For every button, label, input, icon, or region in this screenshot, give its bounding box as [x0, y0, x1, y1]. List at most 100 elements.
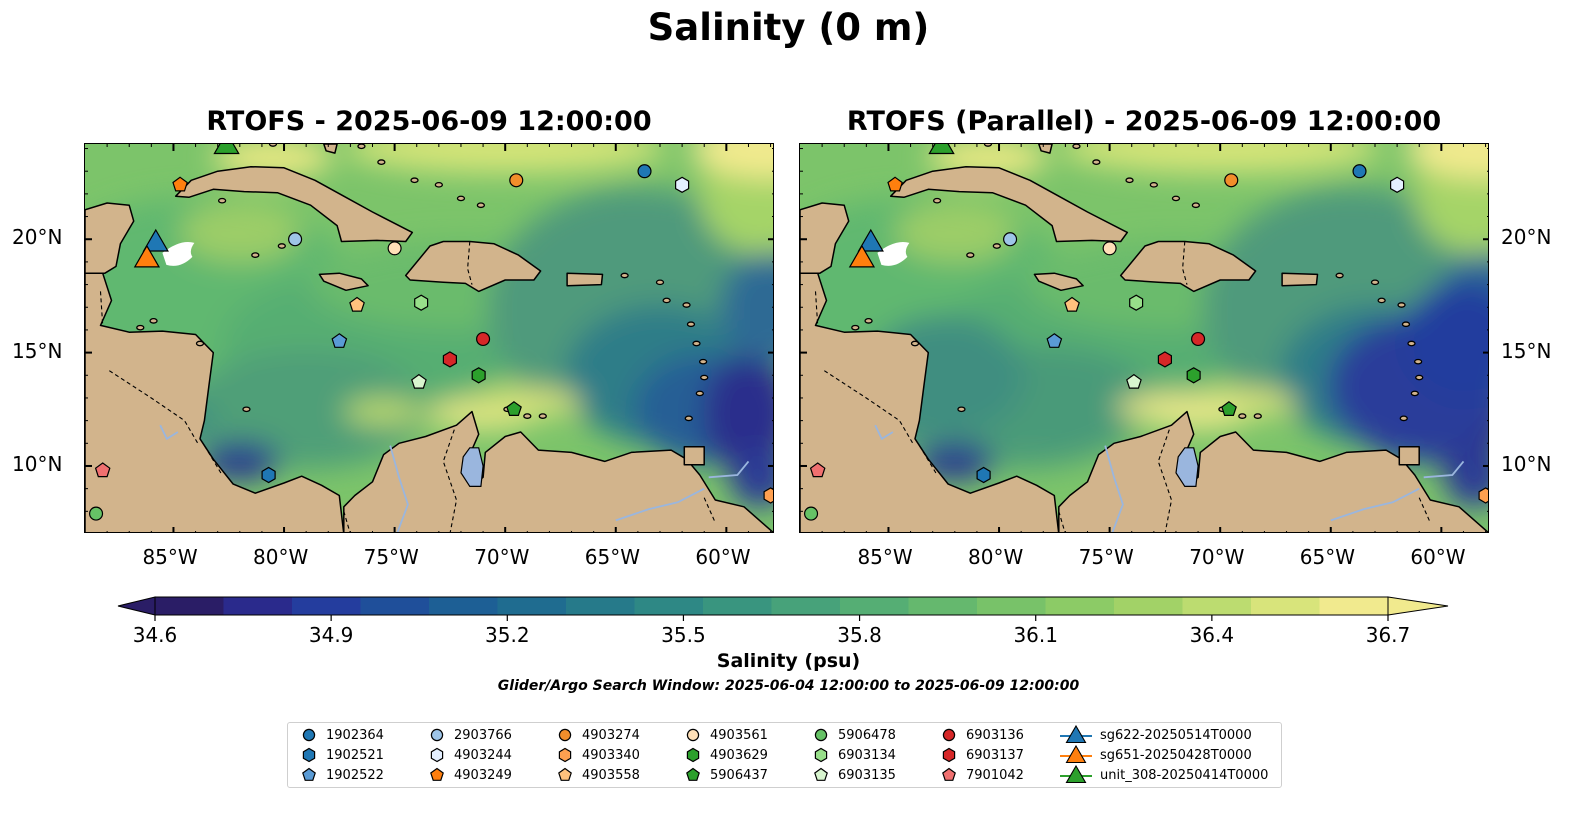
legend-marker[interactable] [558, 747, 572, 763]
argo-float-4903244[interactable] [1389, 176, 1405, 193]
colorbar-segment [223, 597, 293, 615]
argo-float-1902364[interactable] [637, 164, 652, 179]
legend-marker[interactable] [302, 767, 316, 781]
legend-label: 4903249 [454, 767, 512, 783]
argo-float-6903135[interactable] [1126, 373, 1142, 389]
legend-marker[interactable] [814, 747, 828, 763]
argo-float-4903561[interactable] [1102, 241, 1117, 256]
legend-marker[interactable] [302, 747, 316, 763]
legend-item: 1902364 [298, 725, 384, 745]
missing-data-patch [162, 241, 195, 266]
argo-float-4903558[interactable] [1064, 296, 1080, 312]
triangle-marker-icon [1060, 765, 1092, 784]
argo-float-4903244[interactable] [674, 176, 690, 193]
legend-marker[interactable] [686, 767, 700, 781]
legend-marker[interactable] [302, 728, 316, 742]
map-panel-rtofs-parallel[interactable] [799, 143, 1489, 533]
argo-float-1902522[interactable] [331, 333, 348, 348]
colorbar-segment [155, 597, 225, 615]
pentagon-marker-icon [686, 767, 700, 781]
argo-float-6903136[interactable] [476, 331, 491, 347]
argo-float-6903135[interactable] [411, 373, 427, 389]
glider-sg651-20250428T0000[interactable] [848, 244, 876, 268]
argo-float-4903561[interactable] [387, 241, 402, 256]
argo-float-6903134[interactable] [1129, 294, 1144, 311]
argo-float-6903137[interactable] [1157, 351, 1172, 368]
argo-float-2903766[interactable] [288, 232, 303, 247]
argo-float-4903274[interactable] [509, 173, 524, 188]
argo-float-4903558[interactable] [349, 296, 365, 312]
land-cuba [889, 165, 1129, 243]
argo-float-1902364[interactable] [1352, 164, 1367, 179]
circle-marker-icon [558, 728, 572, 742]
colorbar-segment [292, 597, 362, 615]
argo-float-6903136[interactable] [1191, 331, 1206, 347]
argo-float-4903629[interactable] [1186, 367, 1201, 384]
map-panel-rtofs[interactable] [84, 143, 774, 533]
legend-marker[interactable] [942, 728, 956, 742]
legend-marker[interactable] [430, 767, 444, 781]
colorbar-segment [634, 597, 704, 615]
legend-marker[interactable] [430, 728, 444, 742]
lon-tick-label: 70°W [474, 545, 530, 569]
argo-float-6903137[interactable] [442, 351, 457, 368]
argo-float-4903249[interactable] [887, 176, 903, 192]
argo-float-4903274[interactable] [1224, 173, 1239, 188]
small-island [1072, 144, 1081, 150]
lon-tick-label: 65°W [584, 545, 640, 569]
glider-sg651-20250428T0000[interactable] [133, 244, 161, 268]
lon-tick-label: 60°W [1410, 545, 1466, 569]
lon-tick-label: 65°W [1299, 545, 1355, 569]
glider-unit_308-20250414T0000[interactable] [213, 144, 240, 155]
small-island [251, 252, 260, 258]
argo-float-2903766[interactable] [1003, 232, 1018, 247]
legend-item: 6903136 [938, 725, 1024, 745]
argo-float-1902522[interactable] [1046, 333, 1063, 348]
pentagon-marker-icon [814, 767, 828, 781]
small-island [1238, 413, 1247, 419]
argo-float-4903340[interactable] [763, 487, 774, 504]
legend-marker[interactable] [942, 747, 956, 763]
circle-marker-icon [942, 728, 956, 742]
colorbar-extend-max [1387, 596, 1449, 616]
lat-tick-label: 10°N [12, 451, 63, 476]
argo-float-5906437[interactable] [506, 401, 522, 416]
small-island [957, 406, 966, 413]
small-island [1397, 302, 1406, 308]
circle-marker-icon [302, 728, 316, 742]
legend-item: sg651-20250428T0000 [1058, 745, 1252, 765]
legend-label: 6903136 [966, 727, 1024, 743]
argo-float-6903134[interactable] [414, 294, 429, 311]
argo-float-7901042[interactable] [809, 462, 826, 478]
argo-float-5906478[interactable] [89, 506, 104, 521]
argo-float-5906437[interactable] [1221, 401, 1237, 416]
lon-tick-label: 75°W [1078, 545, 1134, 569]
colorbar-tick-label: 36.7 [1365, 623, 1411, 647]
glider-sg622-20250514T0000[interactable] [857, 228, 884, 252]
argo-float-1902521[interactable] [261, 466, 276, 484]
argo-float-5906478[interactable] [804, 506, 819, 521]
legend-marker[interactable] [558, 767, 572, 781]
argo-float-4903340[interactable] [1478, 487, 1489, 504]
colorbar-segment [1114, 597, 1184, 615]
small-island [662, 297, 671, 304]
lake-maracaibo [1175, 447, 1199, 487]
colorbar-segment [1182, 597, 1252, 615]
argo-float-7901042[interactable] [94, 462, 111, 478]
legend-marker[interactable] [942, 767, 956, 781]
argo-float-4903249[interactable] [172, 176, 188, 192]
legend-label: 7901042 [966, 767, 1024, 783]
legend-marker[interactable] [686, 747, 700, 763]
glider-unit_308-20250414T0000[interactable] [928, 144, 955, 155]
argo-float-4903629[interactable] [471, 367, 486, 384]
legend-marker[interactable] [814, 767, 828, 781]
legend-marker[interactable] [686, 728, 700, 742]
argo-float-1902521[interactable] [976, 466, 991, 484]
glider-sg622-20250514T0000[interactable] [142, 228, 169, 252]
legend-label: 4903629 [710, 747, 768, 763]
legend-marker[interactable] [430, 747, 444, 763]
legend-marker[interactable] [814, 728, 828, 742]
small-island [268, 144, 278, 147]
land-cuba [174, 165, 414, 243]
legend-marker[interactable] [558, 728, 572, 742]
